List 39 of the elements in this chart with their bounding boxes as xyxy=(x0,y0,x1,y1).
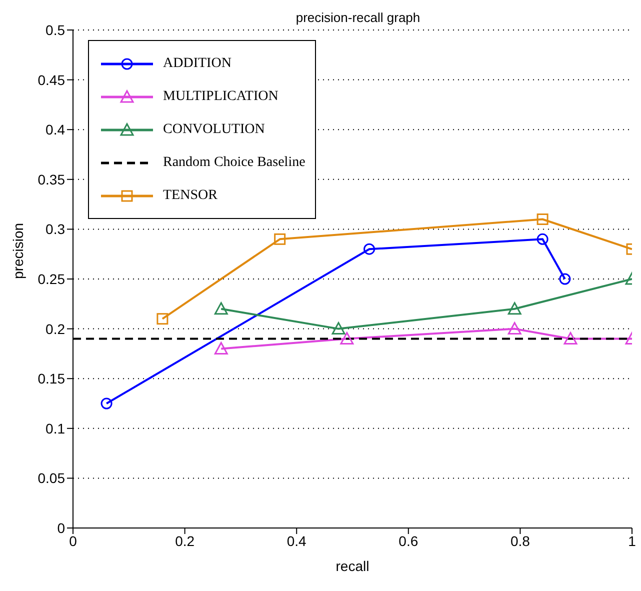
y-tick-label: 0 xyxy=(57,520,66,536)
point xyxy=(100,398,112,410)
point xyxy=(340,332,354,345)
y-tick-label: 0.35 xyxy=(38,171,66,188)
point xyxy=(214,302,228,315)
x-tick-label: 1 xyxy=(628,532,636,549)
y-tick-label: 0.4 xyxy=(46,122,66,138)
y-tick-label: 0.45 xyxy=(38,72,66,88)
point xyxy=(536,213,548,225)
y-axis-title: precision xyxy=(10,222,26,279)
point xyxy=(508,302,522,315)
x-axis-title: recall xyxy=(336,558,370,574)
x-tick-label: 0.2 xyxy=(175,532,195,549)
y-tick-label: 0.1 xyxy=(46,420,66,436)
legend-label: TENSOR xyxy=(163,188,218,204)
point xyxy=(156,313,168,325)
legend-label: Random Choice Baseline xyxy=(163,154,306,170)
y-tick-label: 0.25 xyxy=(38,270,66,287)
point xyxy=(364,243,376,255)
x-tick-label: 0.8 xyxy=(510,532,530,549)
x-tick-label: 0 xyxy=(69,532,78,549)
x-tick-label: 0.4 xyxy=(286,532,307,549)
legend-label: ADDITION xyxy=(163,56,232,72)
point xyxy=(332,322,346,335)
point xyxy=(274,233,286,245)
point xyxy=(536,233,548,245)
legend-label: CONVOLUTION xyxy=(163,122,265,138)
chart-title: precision-recall graph xyxy=(296,10,420,25)
point xyxy=(508,322,522,335)
y-tick-label: 0.05 xyxy=(38,470,66,486)
point xyxy=(564,332,578,345)
y-tick-label: 0.2 xyxy=(46,320,66,337)
y-tick-label: 0.3 xyxy=(46,221,66,238)
y-tick-label: 0.15 xyxy=(38,370,66,387)
point xyxy=(214,342,228,354)
x-tick-label: 0.6 xyxy=(398,532,418,549)
point xyxy=(559,273,571,285)
legend-label: MULTIPLICATION xyxy=(163,88,278,104)
y-tick-label: 0.5 xyxy=(46,22,66,38)
